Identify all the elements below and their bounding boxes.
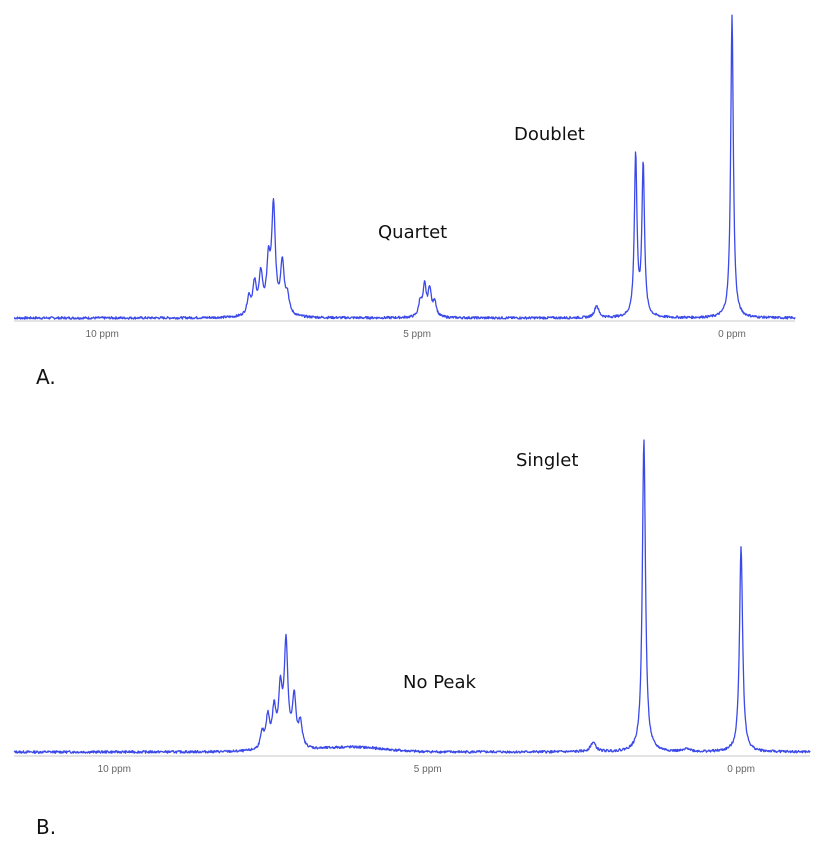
tick-label-a-5ppm: 5 ppm xyxy=(403,329,431,340)
spectrum-line-b xyxy=(13,439,811,754)
annotation-singlet: Singlet xyxy=(516,450,578,471)
annotation-doublet: Doublet xyxy=(514,124,585,145)
tick-label-a-10ppm: 10 ppm xyxy=(86,329,119,340)
panel-label-b: B. xyxy=(36,815,56,839)
annotation-quartet: Quartet xyxy=(378,222,447,243)
tick-label-b-5ppm: 5 ppm xyxy=(414,764,442,775)
tick-label-b-0ppm: 0 ppm xyxy=(727,764,755,775)
tick-label-b-10ppm: 10 ppm xyxy=(98,764,131,775)
spectrum-panel-a: 10 ppm 5 ppm 0 ppm Doublet Quartet A. xyxy=(13,14,796,389)
annotation-no-peak: No Peak xyxy=(403,672,477,693)
tick-label-a-0ppm: 0 ppm xyxy=(718,329,746,340)
spectrum-line-a xyxy=(13,14,796,320)
spectrum-panel-b: 10 ppm 5 ppm 0 ppm Singlet No Peak B. xyxy=(13,439,811,839)
panel-label-a: A. xyxy=(36,365,56,389)
